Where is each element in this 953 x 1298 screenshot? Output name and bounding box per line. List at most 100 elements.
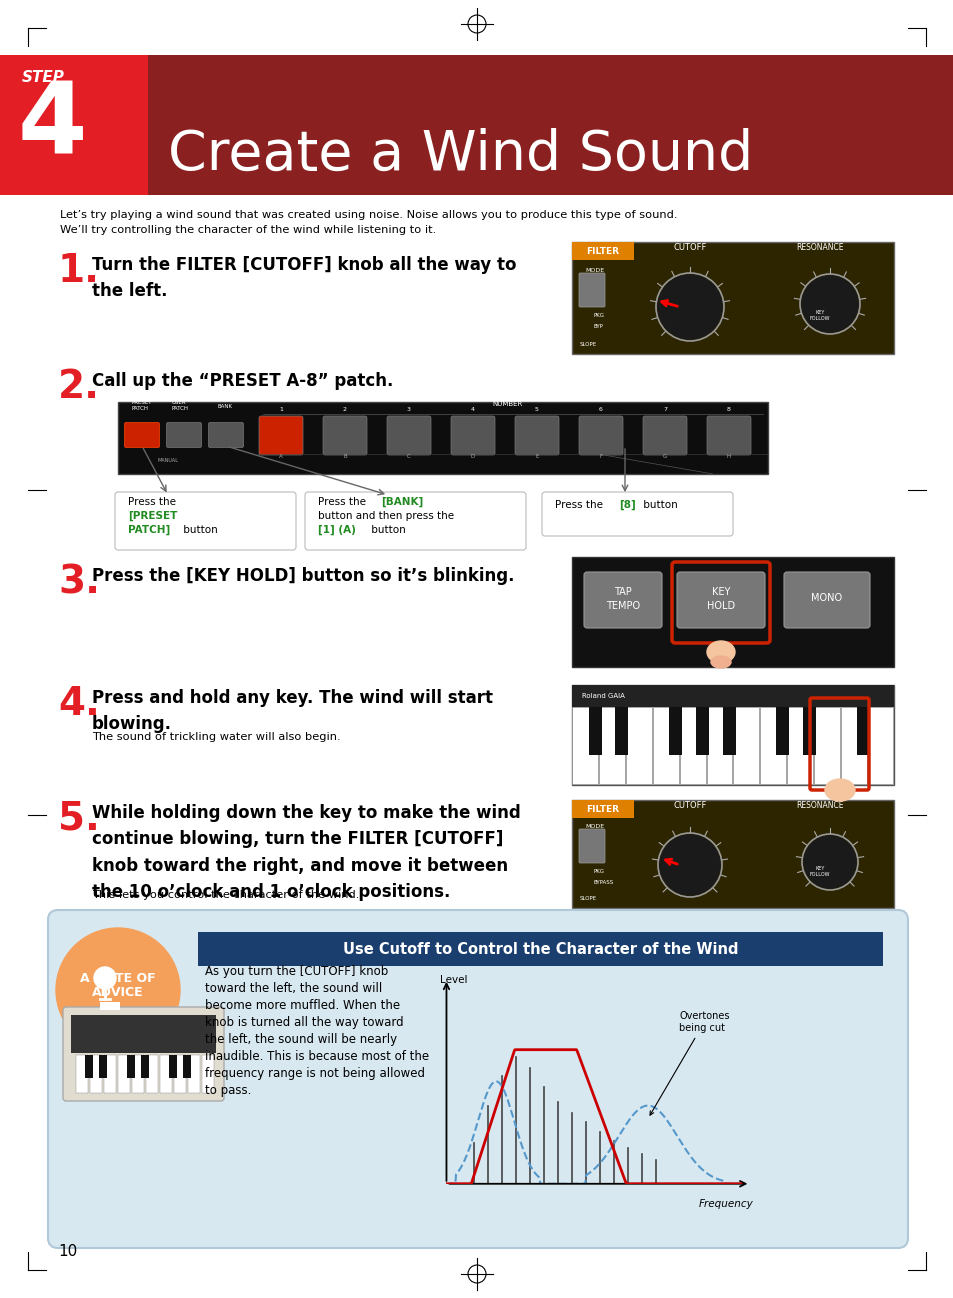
- Text: 5.: 5.: [58, 800, 100, 839]
- Text: PKG: PKG: [594, 868, 604, 874]
- Text: BANK: BANK: [218, 404, 233, 409]
- Text: C: C: [407, 454, 411, 459]
- FancyBboxPatch shape: [125, 423, 159, 448]
- Text: KEY
FOLLOW: KEY FOLLOW: [809, 310, 829, 321]
- Text: FILTER: FILTER: [586, 247, 618, 256]
- Text: BPF: BPF: [594, 302, 603, 308]
- Text: BYP: BYP: [594, 324, 603, 328]
- Text: We’ll try controlling the character of the wind while listening to it.: We’ll try controlling the character of t…: [60, 225, 436, 235]
- FancyBboxPatch shape: [642, 415, 686, 456]
- FancyBboxPatch shape: [209, 423, 243, 448]
- FancyBboxPatch shape: [652, 707, 679, 784]
- Text: Press and hold any key. The wind will start
blowing.: Press and hold any key. The wind will st…: [91, 689, 493, 733]
- Text: B: B: [343, 454, 347, 459]
- Text: HPF: HPF: [594, 291, 604, 296]
- Circle shape: [659, 835, 720, 896]
- Text: STEP: STEP: [22, 70, 65, 84]
- Text: KEY: KEY: [711, 587, 729, 597]
- Text: A: A: [279, 454, 283, 459]
- Text: Press the: Press the: [555, 500, 605, 510]
- FancyBboxPatch shape: [387, 415, 431, 456]
- FancyBboxPatch shape: [541, 492, 732, 536]
- Text: the left, the sound will be nearly: the left, the sound will be nearly: [205, 1033, 396, 1046]
- FancyBboxPatch shape: [578, 829, 604, 863]
- Text: KEY
FOLLOW: KEY FOLLOW: [809, 866, 829, 877]
- Text: Roland GAIA: Roland GAIA: [581, 693, 624, 700]
- Text: button: button: [180, 524, 217, 535]
- FancyBboxPatch shape: [167, 423, 201, 448]
- FancyBboxPatch shape: [515, 415, 558, 456]
- FancyBboxPatch shape: [840, 707, 865, 784]
- Text: Create a Wind Sound: Create a Wind Sound: [168, 129, 753, 182]
- Text: 2: 2: [343, 408, 347, 411]
- FancyBboxPatch shape: [598, 707, 624, 784]
- FancyBboxPatch shape: [258, 415, 303, 456]
- Text: MONO: MONO: [811, 593, 841, 604]
- Text: Level: Level: [439, 975, 467, 985]
- Text: PRESET
PATCH: PRESET PATCH: [132, 400, 152, 411]
- FancyBboxPatch shape: [578, 415, 622, 456]
- FancyBboxPatch shape: [141, 1055, 149, 1079]
- Text: 2.: 2.: [58, 369, 100, 406]
- FancyBboxPatch shape: [48, 910, 907, 1247]
- Text: SLOPE: SLOPE: [579, 341, 597, 347]
- Text: USER
PATCH: USER PATCH: [172, 400, 189, 411]
- Text: 1: 1: [279, 408, 283, 411]
- Text: Press the [KEY HOLD] button so it’s blinking.: Press the [KEY HOLD] button so it’s blin…: [91, 567, 514, 585]
- FancyBboxPatch shape: [572, 241, 893, 354]
- Text: This lets you control the character of the wind.: This lets you control the character of t…: [91, 890, 359, 900]
- FancyBboxPatch shape: [71, 1015, 215, 1053]
- FancyBboxPatch shape: [572, 557, 893, 667]
- FancyBboxPatch shape: [118, 402, 767, 474]
- Text: [1] (A): [1] (A): [317, 524, 355, 535]
- FancyBboxPatch shape: [63, 1007, 224, 1101]
- Text: Call up the “PRESET A-8” patch.: Call up the “PRESET A-8” patch.: [91, 373, 393, 389]
- FancyBboxPatch shape: [146, 1055, 158, 1093]
- FancyBboxPatch shape: [305, 492, 525, 550]
- Text: Press the: Press the: [128, 497, 179, 508]
- Text: 6: 6: [598, 408, 602, 411]
- Text: F: F: [598, 454, 602, 459]
- FancyBboxPatch shape: [202, 1055, 213, 1093]
- Text: FILTER: FILTER: [586, 805, 618, 814]
- Text: CUTOFF: CUTOFF: [673, 801, 706, 810]
- Text: NUMBER: NUMBER: [493, 401, 522, 408]
- Text: 7: 7: [662, 408, 666, 411]
- Ellipse shape: [710, 655, 730, 668]
- FancyBboxPatch shape: [572, 685, 893, 707]
- FancyBboxPatch shape: [733, 707, 759, 784]
- FancyBboxPatch shape: [104, 1055, 116, 1093]
- Text: RESONANCE: RESONANCE: [796, 801, 842, 810]
- FancyBboxPatch shape: [0, 55, 953, 195]
- FancyBboxPatch shape: [578, 273, 604, 308]
- Text: Turn the FILTER [CUTOFF] knob all the way to
the left.: Turn the FILTER [CUTOFF] knob all the wa…: [91, 256, 516, 300]
- Circle shape: [94, 967, 116, 989]
- Text: As you turn the [CUTOFF] knob: As you turn the [CUTOFF] knob: [205, 964, 388, 977]
- FancyBboxPatch shape: [183, 1055, 191, 1079]
- FancyBboxPatch shape: [160, 1055, 172, 1093]
- Text: Use Cutoff to Control the Character of the Wind: Use Cutoff to Control the Character of t…: [342, 941, 738, 957]
- Text: 5: 5: [535, 408, 538, 411]
- Text: D: D: [471, 454, 475, 459]
- Text: 3: 3: [407, 408, 411, 411]
- FancyBboxPatch shape: [867, 707, 893, 784]
- Text: Overtones
being cut: Overtones being cut: [649, 1011, 729, 1115]
- FancyBboxPatch shape: [451, 415, 495, 456]
- FancyBboxPatch shape: [572, 241, 634, 260]
- Text: LPF: LPF: [594, 280, 602, 286]
- Text: 4: 4: [18, 78, 88, 175]
- FancyBboxPatch shape: [583, 572, 661, 628]
- Text: button: button: [368, 524, 405, 535]
- FancyBboxPatch shape: [99, 1055, 107, 1079]
- Text: 4.: 4.: [58, 685, 100, 723]
- FancyBboxPatch shape: [783, 572, 869, 628]
- FancyBboxPatch shape: [776, 707, 789, 754]
- Text: to pass.: to pass.: [205, 1084, 251, 1097]
- FancyBboxPatch shape: [100, 1002, 120, 1010]
- Text: become more muffled. When the: become more muffled. When the: [205, 999, 399, 1012]
- Text: Frequency: Frequency: [698, 1198, 753, 1208]
- FancyBboxPatch shape: [76, 1055, 88, 1093]
- Text: CUTOFF: CUTOFF: [673, 243, 706, 252]
- FancyBboxPatch shape: [572, 707, 598, 784]
- FancyBboxPatch shape: [572, 685, 893, 785]
